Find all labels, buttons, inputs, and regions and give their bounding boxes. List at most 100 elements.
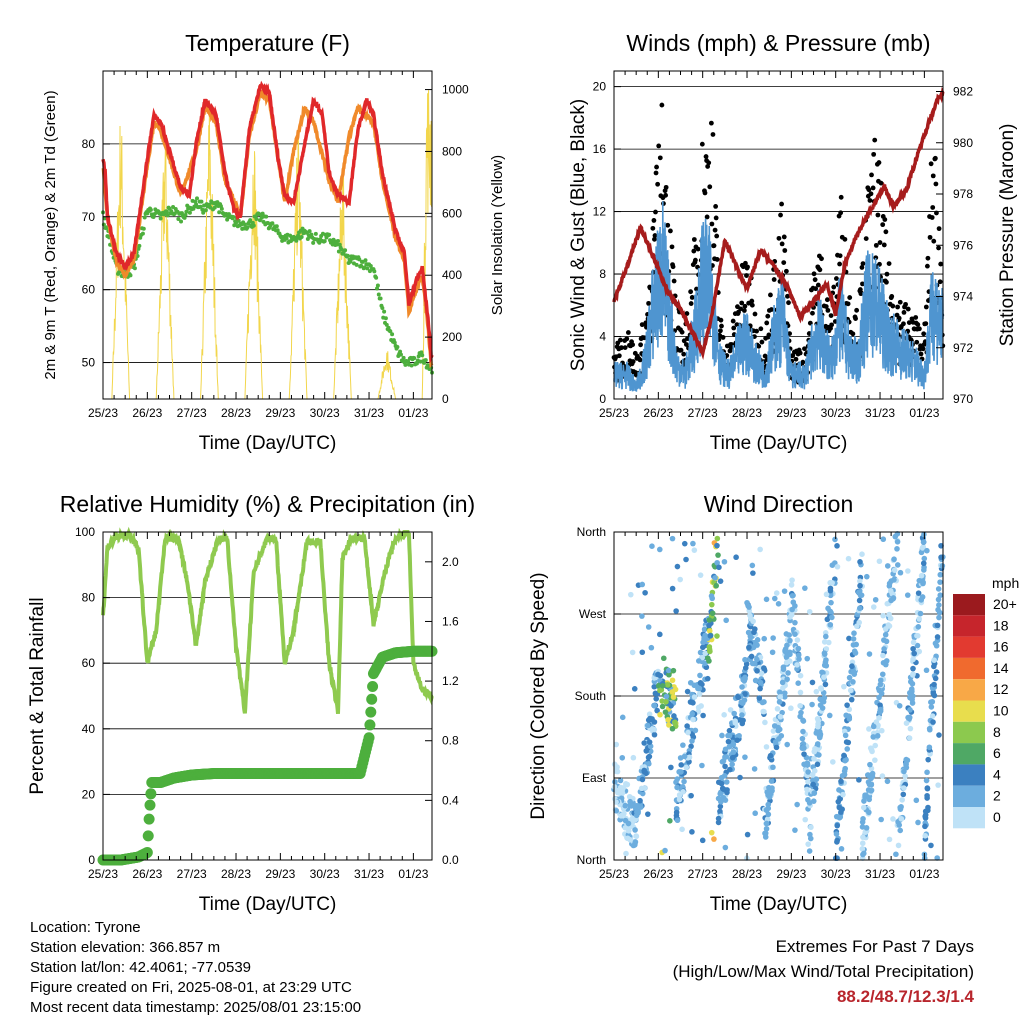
direction-point — [923, 777, 930, 784]
y2-tick-label: 1.6 — [442, 614, 459, 628]
direction-point — [668, 702, 674, 709]
direction-point — [726, 727, 733, 734]
direction-point — [717, 808, 723, 815]
gust-point — [831, 284, 837, 290]
direction-point — [706, 658, 712, 664]
direction-point — [836, 814, 843, 821]
direction-point — [834, 839, 840, 845]
gust-point — [759, 339, 765, 345]
direction-point — [683, 556, 689, 563]
direction-point — [641, 740, 647, 746]
direction-point — [717, 790, 724, 797]
y-tick-label: South — [575, 689, 606, 703]
gust-point — [869, 172, 874, 178]
y-tick-label: 8 — [599, 267, 606, 281]
gust-point — [768, 292, 773, 298]
direction-point — [890, 595, 896, 602]
dewpoint-point — [217, 210, 222, 215]
panel-title: Wind Direction — [704, 491, 854, 517]
direction-point — [881, 646, 887, 652]
direction-point — [847, 687, 854, 694]
direction-point — [646, 739, 653, 745]
dewpoint-point — [104, 225, 109, 230]
direction-point — [722, 844, 729, 851]
direction-point — [618, 812, 624, 819]
direction-point — [690, 540, 696, 547]
direction-point — [850, 679, 856, 685]
direction-point — [752, 677, 759, 684]
gust-point — [646, 300, 651, 306]
direction-point — [868, 746, 875, 753]
direction-point — [841, 768, 848, 774]
dewpoint-point — [199, 199, 204, 204]
direction-point — [680, 788, 686, 795]
gust-point — [884, 279, 889, 285]
x-axis-label: Time (Day/UTC) — [710, 894, 848, 915]
direction-point — [910, 639, 917, 646]
direction-point — [794, 662, 800, 668]
direction-point — [866, 651, 873, 657]
gust-point — [884, 271, 890, 277]
direction-point — [697, 672, 703, 679]
gust-point — [711, 243, 717, 249]
direction-point — [649, 543, 655, 549]
dewpoint-point — [383, 316, 388, 321]
latlon-text: Station lat/lon: 42.4061; -77.0539 — [30, 959, 252, 976]
direction-point — [851, 648, 858, 654]
direction-point — [823, 646, 830, 652]
gust-point — [653, 209, 658, 215]
direction-point — [688, 743, 694, 750]
direction-point — [881, 637, 887, 643]
direction-point — [834, 543, 840, 549]
direction-point — [851, 630, 857, 637]
y-tick-label: 0 — [599, 392, 606, 406]
dewpoint-point — [359, 263, 364, 268]
direction-point — [876, 709, 883, 716]
gust-point — [828, 313, 834, 319]
gust-point — [863, 236, 869, 241]
gust-point — [756, 343, 762, 349]
direction-point — [913, 797, 920, 804]
legend-label: 0 — [993, 809, 1001, 825]
direction-point — [633, 833, 639, 839]
extremes-subtitle: (High/Low/Max Wind/Total Precipitation) — [672, 962, 974, 981]
direction-point — [657, 672, 664, 679]
gust-point — [829, 322, 835, 328]
direction-point — [876, 715, 882, 721]
gust-point — [877, 240, 883, 245]
direction-point — [864, 772, 871, 778]
direction-point — [901, 768, 907, 775]
t2m-line — [101, 80, 434, 364]
direction-point — [697, 649, 704, 656]
precip-point — [367, 680, 379, 692]
gust-point — [923, 304, 929, 310]
direction-point — [843, 739, 850, 745]
gust-point — [806, 331, 812, 336]
y-tick-label: 4 — [599, 330, 606, 344]
dewpoint-point — [195, 196, 199, 201]
dewpoint-point — [322, 239, 327, 244]
direction-point — [921, 555, 928, 562]
direction-point — [754, 668, 760, 674]
dewpoint-point — [299, 235, 304, 240]
direction-point — [813, 776, 820, 783]
panel-title: Temperature (F) — [185, 30, 350, 56]
direction-point — [681, 753, 688, 760]
dewpoint-point — [375, 286, 380, 291]
direction-point — [909, 672, 916, 678]
direction-point — [672, 719, 678, 726]
direction-point — [690, 699, 696, 706]
direction-point — [751, 766, 758, 772]
dewpoint-point — [423, 358, 428, 363]
direction-point — [920, 539, 927, 545]
direction-point — [613, 741, 620, 748]
direction-point — [778, 732, 785, 739]
direction-point — [931, 681, 937, 688]
direction-point — [714, 559, 720, 566]
legend-label: 6 — [993, 745, 1001, 761]
direction-point — [809, 701, 815, 708]
gust-point — [708, 120, 714, 126]
direction-point — [814, 741, 821, 747]
x-tick-label: 25/23 — [599, 406, 629, 420]
direction-point — [850, 642, 857, 648]
